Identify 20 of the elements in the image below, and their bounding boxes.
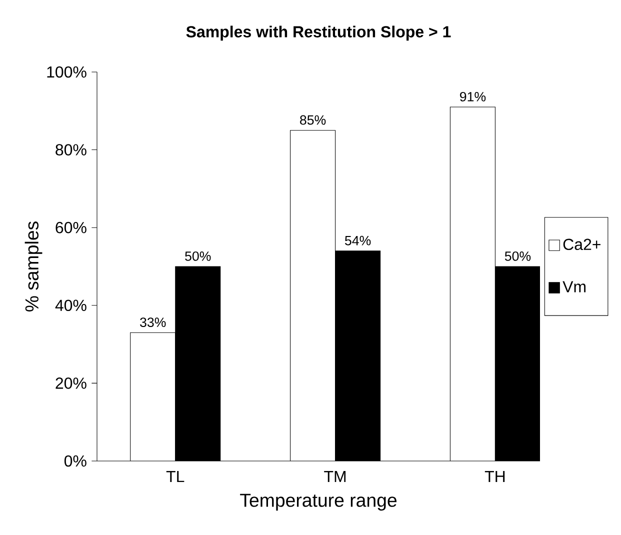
y-axis-title: % samples bbox=[24, 222, 42, 312]
legend-label: Ca2+ bbox=[563, 238, 600, 250]
data-label: 85% bbox=[300, 115, 326, 125]
data-label: 50% bbox=[504, 251, 531, 261]
x-tick-label: TL bbox=[166, 471, 184, 482]
x-tick-label: TH bbox=[484, 471, 505, 482]
data-label: 54% bbox=[345, 236, 371, 246]
y-tick-label: 20% bbox=[56, 378, 86, 389]
y-tick-label: 80% bbox=[56, 144, 86, 156]
y-tick-label: 60% bbox=[56, 222, 86, 234]
y-tick-label: 0% bbox=[64, 455, 86, 467]
y-tick-label: 100% bbox=[47, 66, 86, 78]
y-tick-label: 40% bbox=[55, 300, 86, 312]
legend-label: Vm bbox=[562, 281, 586, 292]
data-label: 91% bbox=[460, 92, 486, 102]
x-axis-title: Temperature range bbox=[240, 494, 397, 511]
data-label: 50% bbox=[185, 251, 211, 261]
chart-title: Samples with Restitution Slope > 1 bbox=[186, 26, 451, 41]
x-tick-label: TM bbox=[324, 471, 346, 482]
data-label: 33% bbox=[140, 318, 166, 328]
